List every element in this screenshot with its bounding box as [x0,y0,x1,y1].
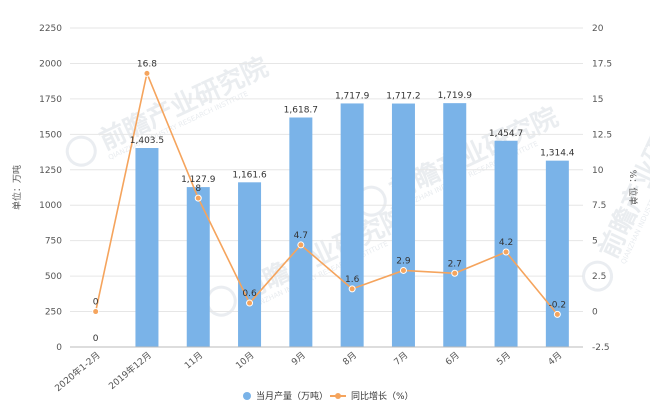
bar-value-label: 1,717.2 [386,92,420,102]
bar-value-label: 1,717.9 [335,91,370,101]
x-tick-label: 9月 [289,350,307,368]
y-axis-title: 单位：万吨 [11,165,23,210]
bar-value-label: 1,719.9 [438,91,473,101]
x-tick-label: 4月 [546,350,564,368]
data-labels: 0 1,403.5 1,127.9 1,161.6 1,618.7 1,717.9 1,71… [93,59,575,344]
legend-bar-label: 当月产量（万吨） [256,390,328,402]
y2-tick-label: 7.5 [592,201,606,211]
legend-line-marker [335,393,341,399]
legend-bar-swatch [243,392,251,400]
y-tick-label: 1500 [39,130,62,140]
line-value-label: 1.6 [345,275,360,285]
bar-value-label: 1,454.7 [489,129,523,139]
x-tick-label: 5月 [495,350,513,368]
line-point [246,299,254,307]
bar [545,160,569,347]
watermark-logo-icon [582,260,614,292]
bar-value-label: 1,403.5 [130,136,164,146]
y-tick-label: 1250 [39,166,62,176]
y2-axis-title: %：位单 [627,170,639,206]
x-tick-label: 8月 [341,350,359,368]
y-tick-label: 250 [45,308,62,318]
x-tick-label: 2019年12月 [106,349,154,392]
line-point [502,248,510,256]
watermark-logo-icon [65,135,97,167]
y2-tick-label: -2.5 [592,343,610,353]
y-tick-label: 0 [56,343,62,353]
y2-tick-label: 5 [592,237,598,247]
line-value-label: 2.9 [396,256,411,266]
x-tick-label: 11月 [182,350,205,372]
bar [391,103,415,347]
bar [340,103,364,347]
y-tick-label: 1750 [39,95,62,105]
legend-item-line: 同比增长（%） [330,390,414,402]
y2-tick-label: 20 [592,24,604,34]
line-point [92,308,100,316]
bar-value-label: 1,618.7 [284,106,318,116]
line-point [297,241,305,249]
line-point [451,269,459,277]
line-series [92,69,561,318]
line-value-label: 2.7 [448,259,462,269]
y2-tick-label: 2.5 [592,272,606,282]
bar-value-label: 0 [93,334,99,344]
line-point [348,285,356,293]
bar [289,117,313,348]
line-value-label: 8 [195,184,201,194]
line-value-label: 0.6 [242,289,257,299]
y-tick-label: 2250 [39,24,62,34]
bar [186,187,210,347]
line-value-label: 16.8 [137,59,157,69]
y-tick-label: 1000 [39,201,62,211]
y-tick-label: 750 [45,237,62,247]
y2-tick-label: 12.5 [592,130,612,140]
legend-item-bars: 当月产量（万吨） [243,390,328,402]
line-point [194,194,202,202]
y-tick-label: 500 [45,272,62,282]
line-point [553,310,561,318]
legend-line-label: 同比增长（%） [351,390,414,402]
growth-line [94,70,558,315]
line-value-label: -0.2 [549,300,567,310]
x-tick-label: 2020年1-2月 [52,349,102,394]
x-tick-label: 7月 [392,350,410,368]
bar-value-label: 1,314.4 [540,149,575,159]
bar [443,103,467,347]
x-tick-label: 10月 [234,350,257,372]
line-value-label: 0 [93,298,99,308]
line-value-label: 4.2 [499,238,513,248]
line-point [143,69,151,77]
bar [238,182,262,347]
line-point [399,266,407,274]
legend: 当月产量（万吨） 同比增长（%） [243,390,414,402]
bar [135,148,159,347]
y-tick-label: 2000 [39,59,62,69]
axes: 0250500750100012501500175020002250-2.502… [11,24,639,394]
y2-tick-label: 0 [592,308,598,318]
bar-value-label: 1,127.9 [181,175,216,185]
bar-value-label: 1,161.6 [232,170,267,180]
x-tick-label: 6月 [443,350,461,368]
watermark-text: 前瞻产业研究院 [95,51,273,156]
y2-tick-label: 15 [592,95,603,105]
y2-tick-label: 10 [592,166,604,176]
line-value-label: 4.7 [294,231,308,241]
bar [494,140,518,347]
y2-tick-label: 17.5 [592,59,612,69]
